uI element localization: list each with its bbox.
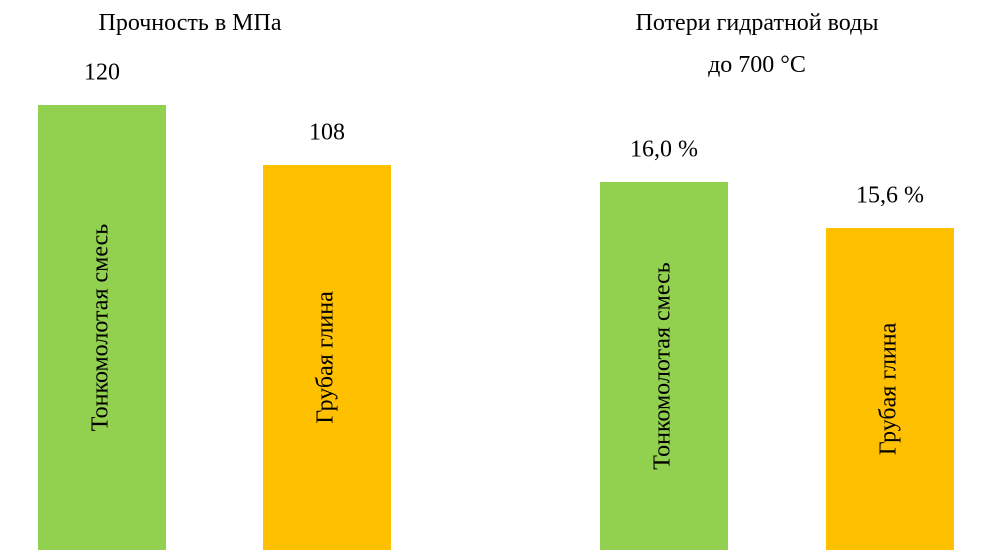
category-label: Тонкомолотая смесь bbox=[88, 224, 114, 431]
value-label: 16,0 % bbox=[630, 137, 698, 163]
bar bbox=[826, 228, 954, 550]
category-label: Грубая глина bbox=[876, 322, 902, 455]
bar bbox=[263, 165, 391, 550]
value-label: 120 bbox=[84, 60, 120, 86]
chart-title: Потери гидратной воды до 700 °C bbox=[635, 10, 879, 78]
chart-title: Прочность в МПа bbox=[98, 10, 282, 36]
category-label: Тонкомолотая смесь bbox=[650, 262, 676, 469]
bar bbox=[38, 105, 166, 550]
value-label: 15,6 % bbox=[856, 183, 924, 209]
value-label: 108 bbox=[309, 120, 345, 146]
bar bbox=[600, 182, 728, 550]
category-label: Грубая глина bbox=[313, 291, 339, 424]
